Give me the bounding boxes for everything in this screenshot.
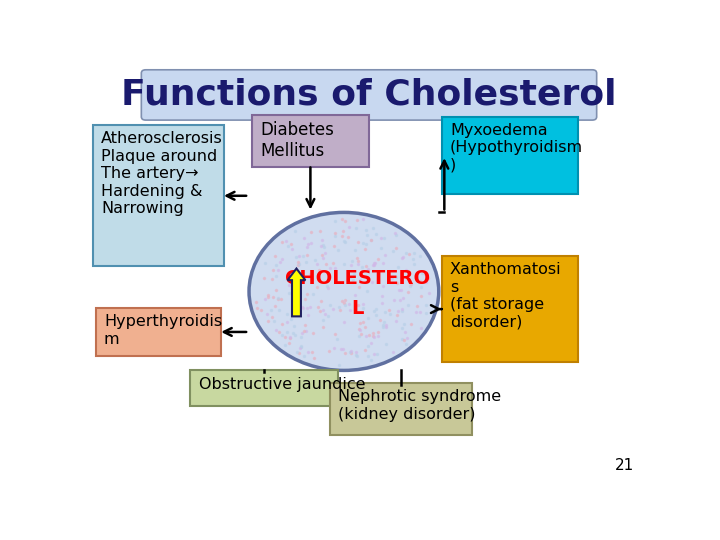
FancyBboxPatch shape (190, 370, 338, 406)
Text: Myxoedema
(Hypothyroidism
): Myxoedema (Hypothyroidism ) (450, 123, 583, 173)
FancyBboxPatch shape (330, 383, 472, 435)
FancyArrow shape (287, 268, 305, 316)
Text: L: L (351, 299, 364, 318)
Text: Xanthomatosi
s
(fat storage
disorder): Xanthomatosi s (fat storage disorder) (450, 262, 562, 329)
Text: Functions of Cholesterol: Functions of Cholesterol (121, 78, 617, 112)
Text: Diabetes
Mellitus: Diabetes Mellitus (260, 121, 334, 160)
FancyBboxPatch shape (441, 117, 578, 194)
FancyBboxPatch shape (252, 114, 369, 167)
Text: 21: 21 (615, 458, 634, 473)
FancyBboxPatch shape (441, 256, 578, 362)
Text: CHOLESTERO: CHOLESTERO (285, 269, 431, 288)
Ellipse shape (249, 212, 438, 370)
Text: Nephrotic syndrome
(kidney disorder): Nephrotic syndrome (kidney disorder) (338, 389, 501, 422)
FancyBboxPatch shape (141, 70, 597, 120)
FancyBboxPatch shape (93, 125, 224, 266)
FancyBboxPatch shape (96, 308, 221, 356)
Text: Hyperthyroidis
m: Hyperthyroidis m (104, 314, 222, 347)
Text: Atherosclerosis
Plaque around
The artery→
Hardening &
Narrowing: Atherosclerosis Plaque around The artery… (101, 131, 223, 216)
Text: Obstructive jaundice: Obstructive jaundice (199, 377, 365, 392)
